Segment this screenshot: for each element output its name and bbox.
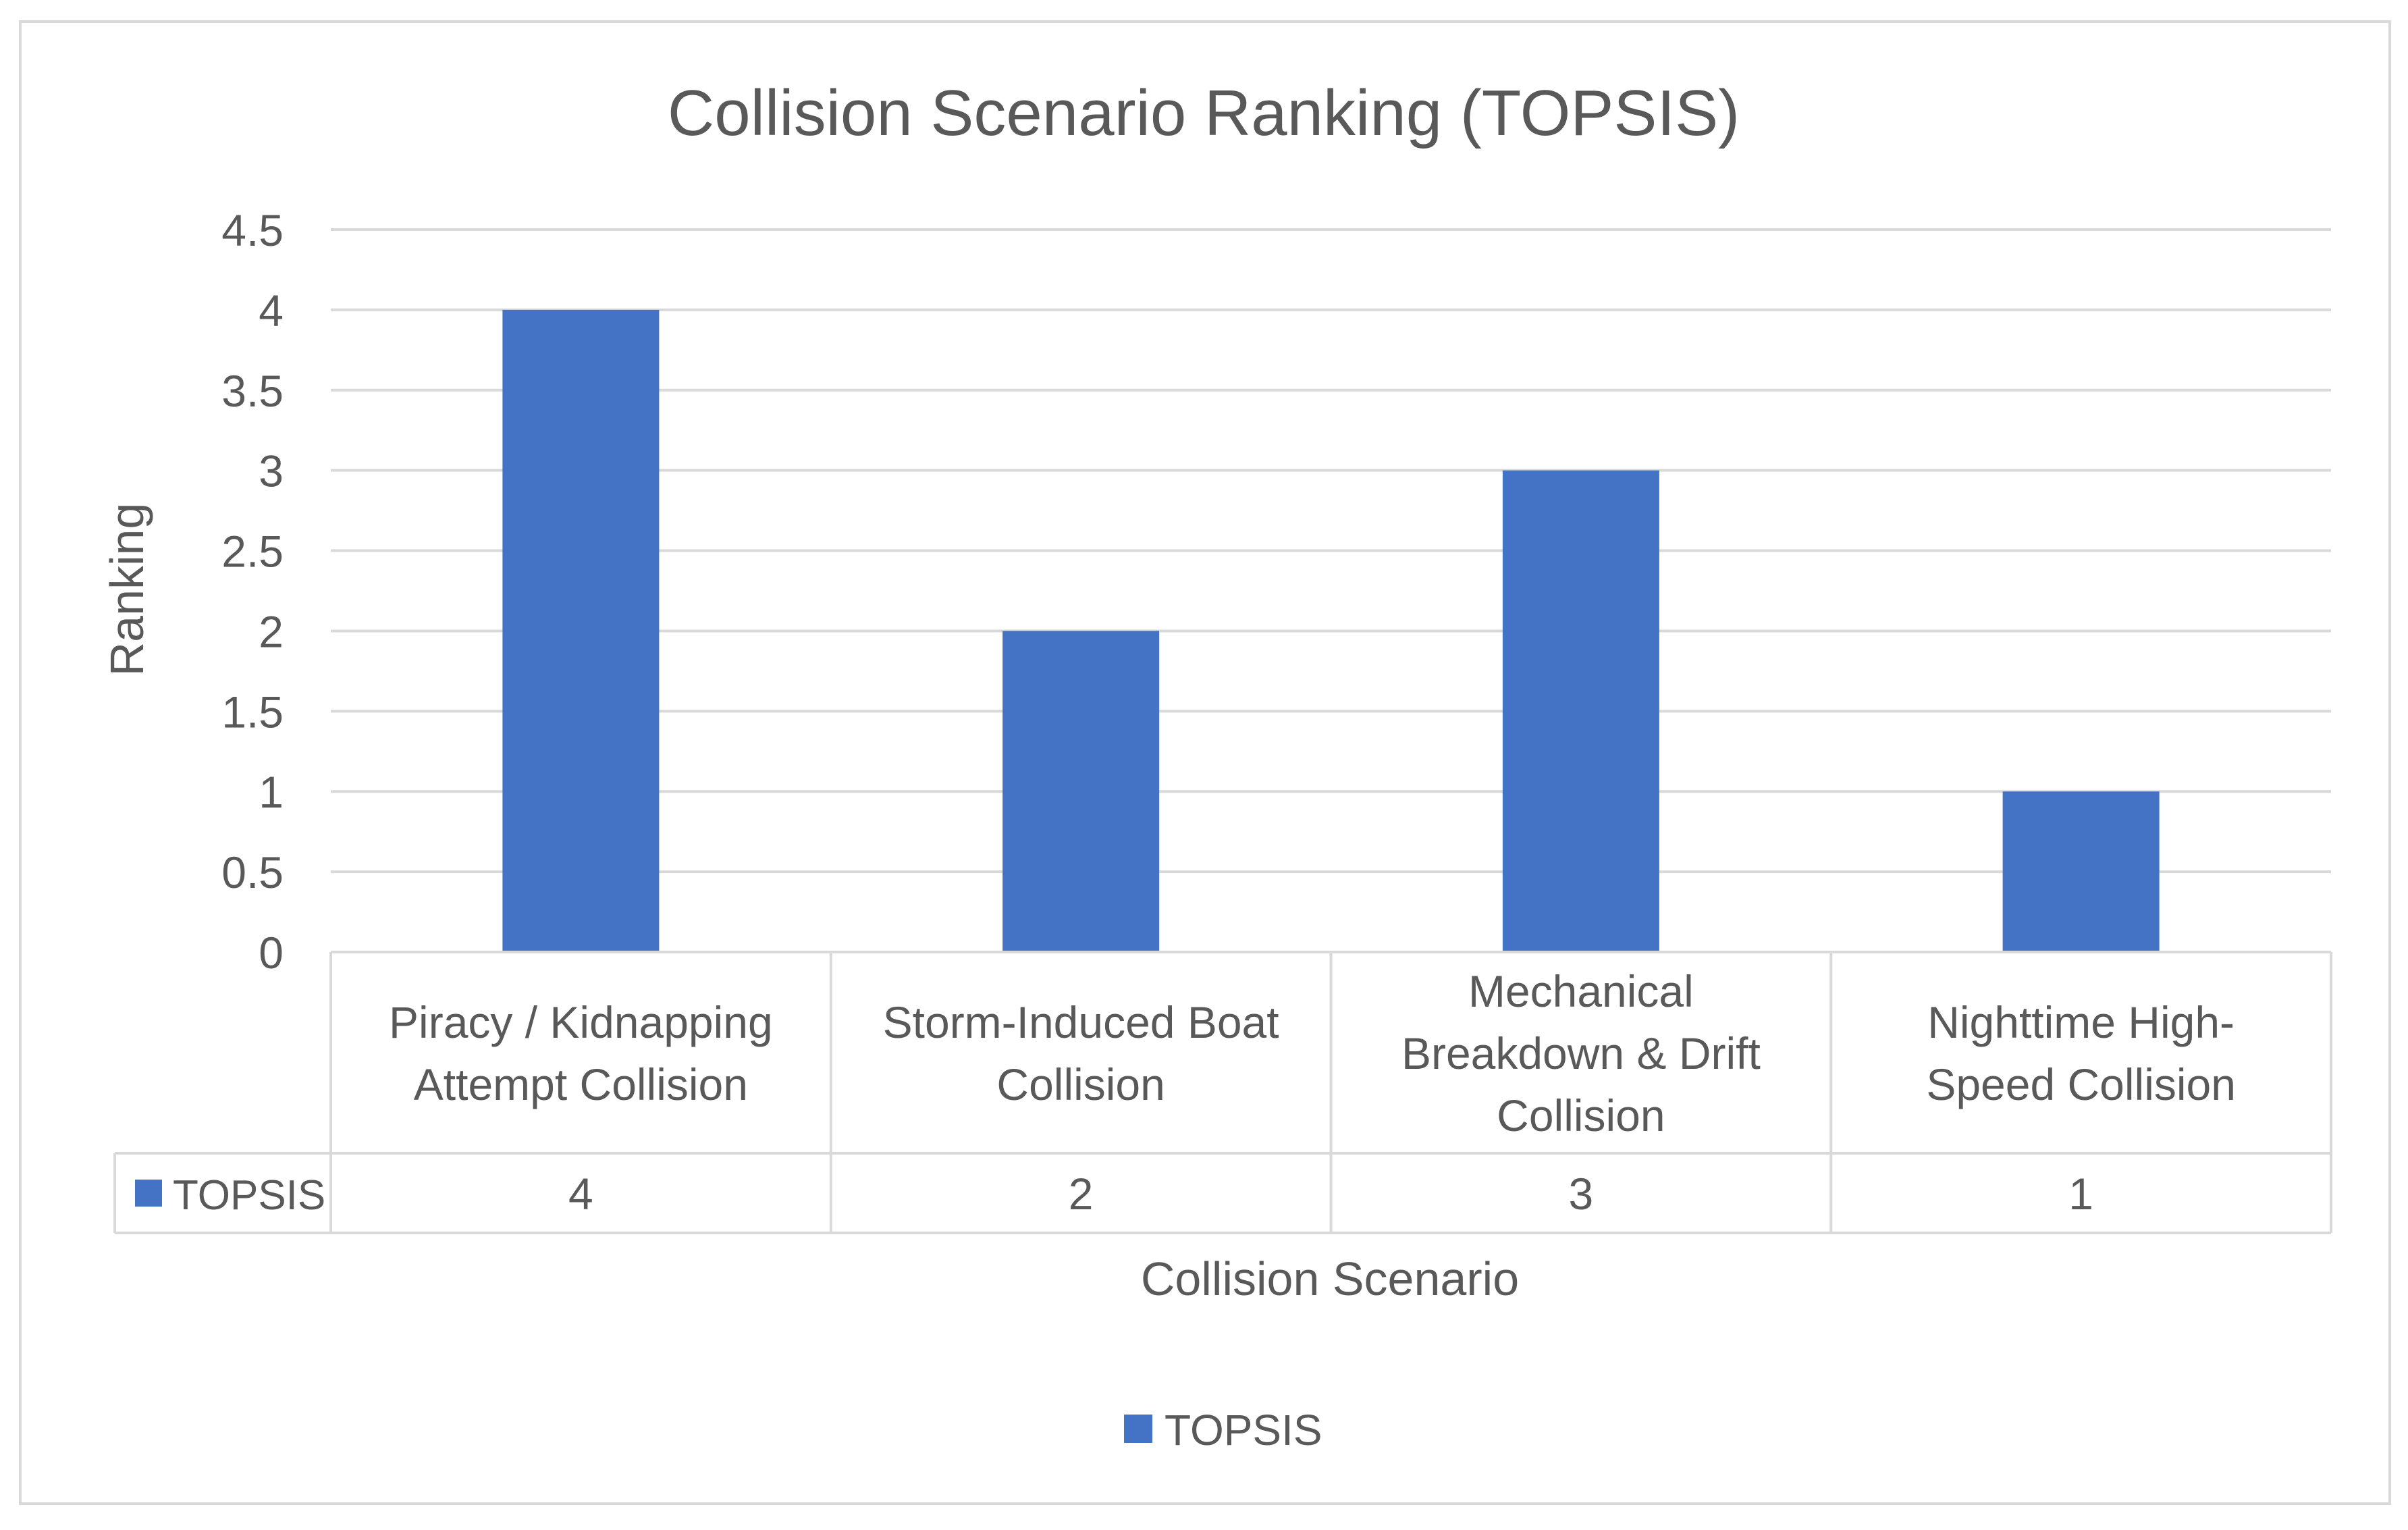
bar bbox=[2002, 791, 2160, 952]
table-series-name: TOPSIS bbox=[173, 1172, 325, 1219]
y-tick-label: 2 bbox=[259, 606, 284, 656]
y-tick-label: 2.5 bbox=[221, 527, 284, 577]
chart-border bbox=[19, 20, 2391, 1505]
x-axis-title: Collision Scenario bbox=[1141, 1252, 1519, 1305]
legend: TOPSIS bbox=[1124, 1406, 1322, 1454]
table-value: 1 bbox=[2068, 1169, 2093, 1219]
category-label-line: Breakdown & Drift bbox=[1401, 1028, 1761, 1078]
y-tick-label: 0 bbox=[259, 928, 284, 978]
bar bbox=[1502, 470, 1659, 952]
bar bbox=[1002, 631, 1160, 952]
y-tick-label: 3.5 bbox=[221, 366, 284, 416]
category-label: Nighttime High- Speed Collision bbox=[1926, 997, 2236, 1109]
y-tick-label: 1.5 bbox=[221, 687, 284, 737]
bar bbox=[502, 309, 660, 952]
category-label-line: Collision bbox=[1497, 1090, 1665, 1140]
y-tick-label: 3 bbox=[259, 446, 284, 496]
bars bbox=[502, 309, 2160, 952]
category-label: Mechanical Breakdown & Drift Collision bbox=[1401, 966, 1761, 1140]
category-label-line: Storm-Induced Boat bbox=[883, 997, 1279, 1047]
table-value: 3 bbox=[1569, 1169, 1594, 1219]
table-value: 2 bbox=[1069, 1169, 1094, 1219]
table-value: 4 bbox=[568, 1169, 593, 1219]
y-tick-label: 4.5 bbox=[221, 205, 284, 255]
legend-label: TOPSIS bbox=[1165, 1406, 1322, 1454]
y-tick-labels: 0 0.5 1 1.5 2 2.5 3 3.5 4 4.5 bbox=[221, 205, 284, 978]
category-label-line: Attempt Collision bbox=[414, 1059, 748, 1109]
chart-title: Collision Scenario Ranking (TOPSIS) bbox=[668, 77, 1740, 149]
y-tick-label: 1 bbox=[259, 767, 284, 817]
table-series-key bbox=[135, 1180, 162, 1207]
legend-key bbox=[1124, 1415, 1152, 1443]
category-label: Piracy / Kidnapping Attempt Collision bbox=[389, 997, 773, 1109]
category-label-line: Mechanical bbox=[1468, 966, 1694, 1016]
category-label-line: Piracy / Kidnapping bbox=[389, 997, 773, 1047]
category-label: Storm-Induced Boat Collision bbox=[883, 997, 1279, 1109]
y-axis-title: Ranking bbox=[101, 503, 153, 677]
category-label-line: Speed Collision bbox=[1926, 1059, 2236, 1109]
y-tick-label: 0.5 bbox=[221, 847, 284, 897]
y-tick-label: 4 bbox=[259, 286, 284, 336]
gridlines bbox=[331, 228, 2331, 874]
data-table: Piracy / Kidnapping Attempt Collision Stor… bbox=[113, 951, 2332, 1234]
category-label-line: Collision bbox=[996, 1059, 1165, 1109]
category-label-line: Nighttime High- bbox=[1927, 997, 2235, 1047]
